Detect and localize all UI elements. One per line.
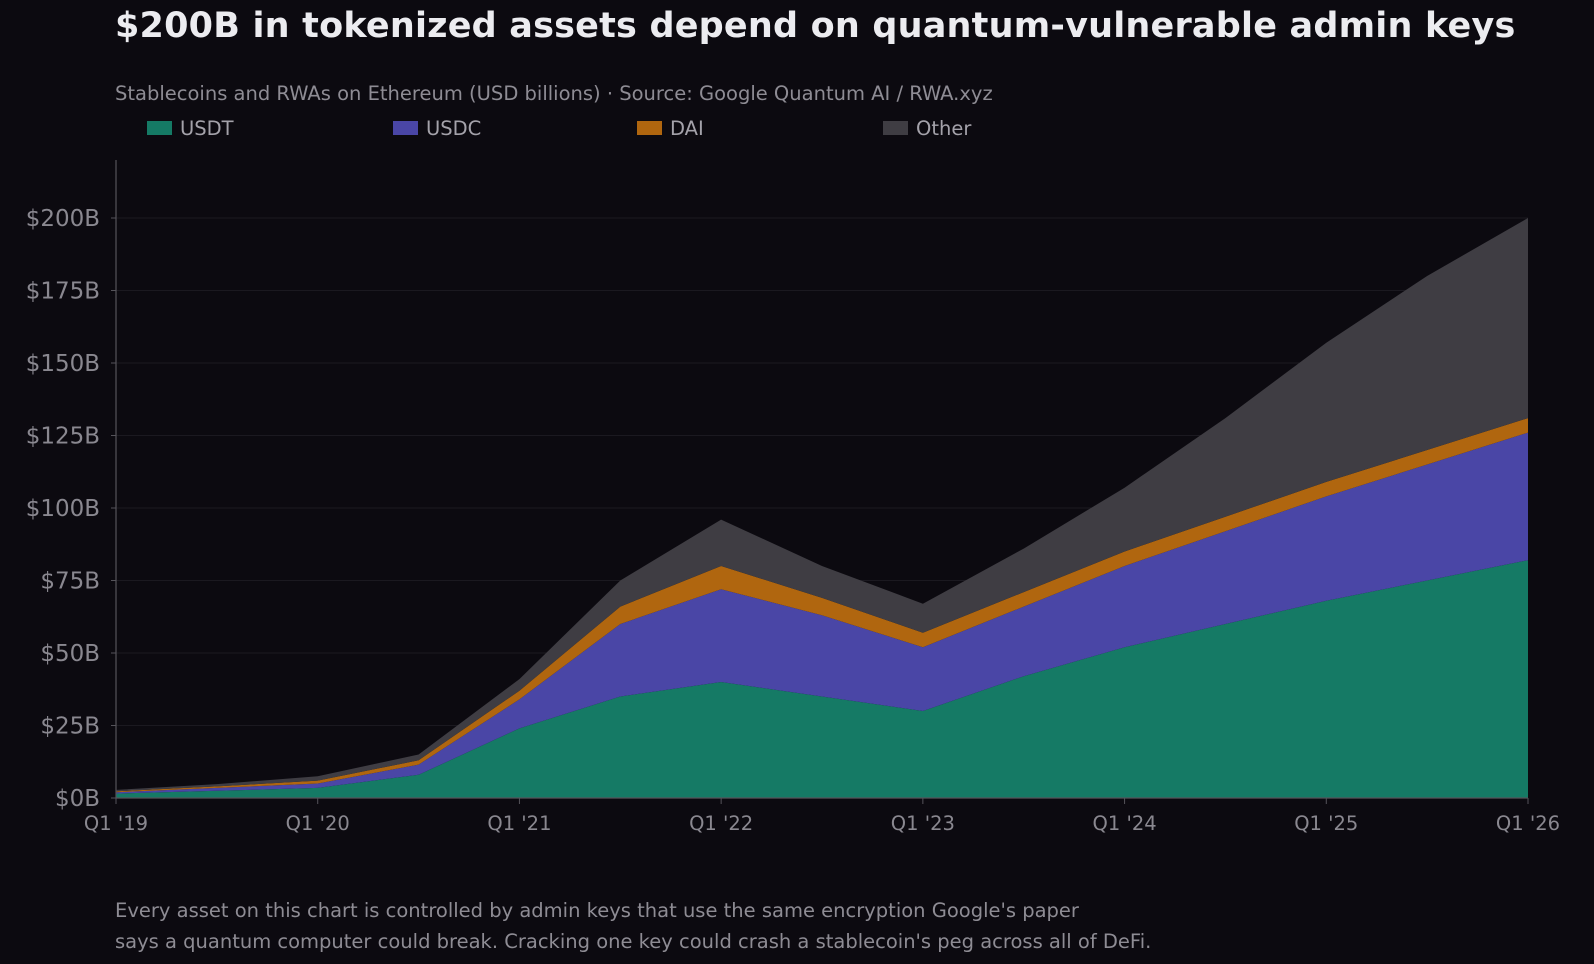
y-tick-label: $75B: [40, 569, 100, 595]
legend-item-usdt[interactable]: USDT: [147, 115, 234, 141]
y-tick-label: $200B: [26, 206, 100, 232]
x-tick-label: Q1 '21: [487, 812, 551, 835]
area-dai: [116, 418, 1528, 793]
chart-legend: USDT USDC DAI Other: [0, 115, 1594, 141]
caption-line-2: says a quantum computer could break. Cra…: [115, 930, 1152, 953]
x-tick-labels: Q1 '19 Q1 '20 Q1 '21 Q1 '22 Q1 '23 Q1 '24 Q1 '…: [84, 798, 1560, 835]
legend-label-usdc: USDC: [426, 116, 482, 140]
x-tick-label: Q1 '25: [1294, 812, 1358, 835]
legend-item-usdc[interactable]: USDC: [393, 115, 481, 141]
legend-label-usdt: USDT: [180, 116, 234, 140]
legend-item-other[interactable]: Other: [883, 115, 971, 141]
x-tick-label: Q1 '24: [1093, 812, 1157, 835]
legend-label-other: Other: [916, 116, 972, 140]
area-usdt: [116, 560, 1528, 798]
y-tick-label: $125B: [26, 424, 100, 450]
chart-title: $200B in tokenized assets depend on quan…: [115, 6, 1516, 46]
x-tick-label: Q1 '22: [689, 812, 753, 835]
chart-caption: Every asset on this chart is controlled …: [115, 895, 1151, 957]
x-tick-label: Q1 '26: [1496, 812, 1560, 835]
caption-line-1: Every asset on this chart is controlled …: [115, 899, 1079, 922]
legend-label-dai: DAI: [670, 116, 704, 140]
area-usdc: [116, 432, 1528, 794]
legend-swatch-dai: [637, 121, 662, 135]
y-tick-labels: $0B $25B $50B $75B $100B $125B $150B $175B $200B: [26, 206, 116, 812]
legend-swatch-usdt: [147, 121, 172, 135]
legend-item-dai[interactable]: DAI: [637, 115, 704, 141]
x-tick-label: Q1 '23: [891, 812, 955, 835]
y-tick-label: $25B: [40, 714, 100, 740]
series-areas: [116, 218, 1528, 798]
legend-swatch-other: [883, 121, 908, 135]
x-tick-label: Q1 '20: [286, 812, 350, 835]
y-tick-label: $150B: [26, 351, 100, 377]
y-tick-label: $0B: [55, 786, 100, 812]
y-tick-label: $175B: [26, 279, 100, 305]
axes: [115, 160, 1528, 799]
x-tick-label: Q1 '19: [84, 812, 148, 835]
chart-subtitle: Stablecoins and RWAs on Ethereum (USD bi…: [115, 82, 993, 105]
legend-swatch-usdc: [393, 121, 418, 135]
area-other: [116, 218, 1528, 792]
y-tick-label: $50B: [40, 641, 100, 667]
y-tick-label: $100B: [26, 496, 100, 522]
